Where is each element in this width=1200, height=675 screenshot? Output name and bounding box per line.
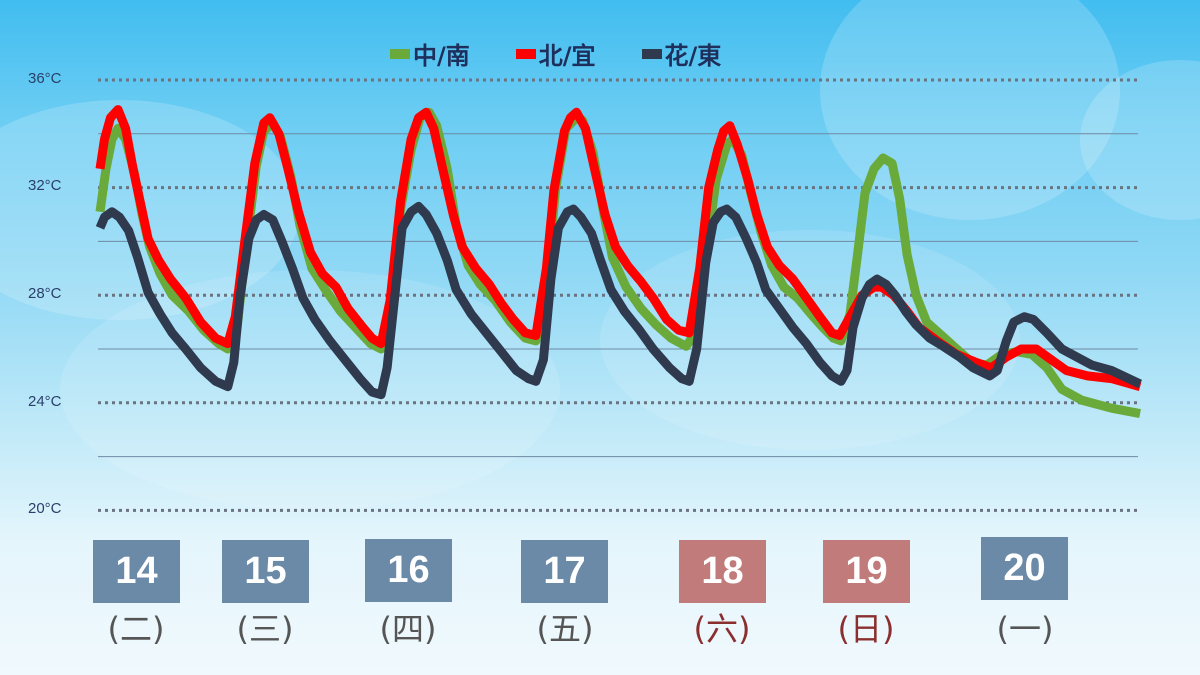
legend-item-north-yilan: 北/宜 (515, 36, 596, 71)
y-tick-label: 36°C (28, 70, 62, 87)
weekday-label: (一) (996, 610, 1054, 648)
legend-swatch-red (515, 48, 536, 59)
date-badge-20: 20 (981, 537, 1068, 600)
legend-label: 北/宜 (538, 42, 596, 70)
legend-item-hualien-taitung: 花/東 (641, 36, 722, 71)
series-line (95, 105, 1142, 392)
date-badge-16: 16 (365, 539, 452, 602)
series-lines (95, 105, 1143, 419)
weekday-label: (四) (379, 610, 437, 648)
chart-legend: 中/南 北/宜 花/東 (390, 36, 721, 71)
y-tick-label: 24°C (28, 393, 62, 410)
series-line (95, 201, 1143, 400)
y-tick-label: 32°C (28, 177, 62, 194)
date-badge-19: 19 (823, 540, 910, 603)
weekday-label: (六) (693, 610, 751, 648)
legend-label: 花/東 (664, 42, 722, 70)
y-tick-label: 20°C (28, 500, 62, 517)
y-tick-label: 28°C (28, 285, 62, 302)
date-badge-18: 18 (679, 540, 766, 603)
legend-swatch-dark (641, 48, 662, 59)
date-badge-14: 14 (93, 540, 180, 603)
date-badge-15: 15 (222, 540, 309, 603)
weekday-label: (二) (107, 610, 165, 648)
legend-swatch-green (390, 48, 410, 59)
date-badge-17: 17 (521, 540, 608, 603)
weekday-label: (三) (236, 610, 294, 648)
weekday-label: (日) (837, 610, 895, 648)
legend-item-central-south: 中/南 (390, 36, 470, 71)
legend-label: 中/南 (413, 42, 470, 70)
weekday-label: (五) (536, 610, 594, 648)
